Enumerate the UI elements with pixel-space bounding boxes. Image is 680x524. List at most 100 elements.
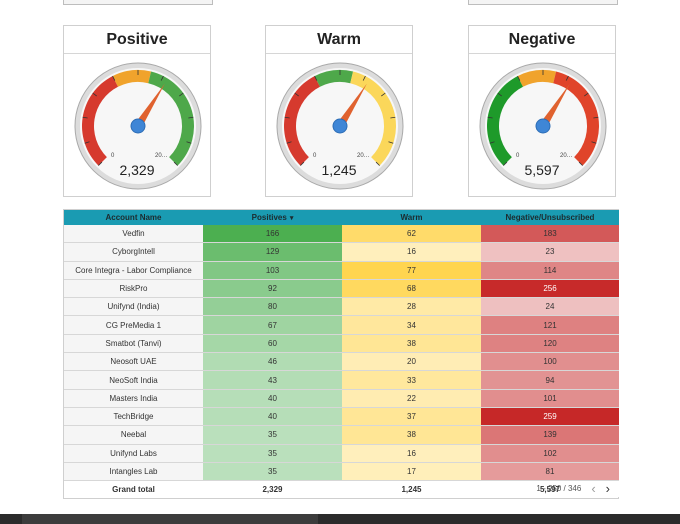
- table-row[interactable]: Unifynd Labs 35 16 102: [64, 444, 619, 463]
- cell-account-name: Neosoft UAE: [64, 352, 203, 372]
- table-row[interactable]: RiskPro 92 68 256: [64, 279, 619, 299]
- top-card-stub-left: [63, 0, 213, 5]
- warm-gauge-card[interactable]: Warm 0 20… 1,245: [265, 25, 413, 197]
- header-negative[interactable]: Negative/Unsubscribed: [481, 210, 619, 225]
- cell-account-name: Unifynd (India): [64, 297, 203, 317]
- gauge-tick: [487, 116, 493, 119]
- gauge-tick: [188, 116, 194, 119]
- gauge-tick: [186, 141, 192, 144]
- cell-account-name: Intangles Lab: [64, 462, 203, 482]
- taskbar-app-segment[interactable]: [22, 514, 318, 524]
- gauge-min-label: 0: [516, 153, 520, 159]
- cell-positives: 60: [203, 334, 342, 354]
- cell-positives: 166: [203, 225, 342, 244]
- cell-account-name: NeoSoft India: [64, 370, 203, 390]
- gauge-needle: [539, 83, 570, 129]
- gauge-min-label: 0: [313, 153, 317, 159]
- total-warm: 1,245: [342, 480, 481, 498]
- gauge-title: Negative: [469, 26, 615, 54]
- gauge-tick: [82, 116, 88, 119]
- cell-warm: 20: [342, 352, 481, 372]
- gauge-max-label: 20…: [155, 153, 168, 159]
- header-warm[interactable]: Warm: [342, 210, 481, 225]
- table-row[interactable]: Unifynd (India) 80 28 24: [64, 297, 619, 317]
- cell-negative: 23: [481, 242, 619, 262]
- gauge-tick: [286, 141, 292, 144]
- gauge-tick: [503, 161, 508, 166]
- gauge-tick: [497, 92, 502, 97]
- cell-negative: 100: [481, 352, 619, 372]
- table-header-row: Account Name Positives ▾ Warm Negative/Un…: [64, 210, 619, 225]
- table-row[interactable]: Neosoft UAE 46 20 100: [64, 352, 619, 372]
- table-row[interactable]: Neebal 35 38 139: [64, 425, 619, 445]
- chevron-left-icon[interactable]: ‹: [591, 481, 596, 496]
- cell-negative: 101: [481, 389, 619, 408]
- gauge-max-label: 20…: [560, 153, 573, 159]
- table-row[interactable]: CyborgIntell 129 16 23: [64, 242, 619, 262]
- negative-gauge-card[interactable]: Negative 0 20… 5,597: [468, 25, 616, 197]
- gauge-band: [553, 71, 599, 166]
- cell-account-name: TechBridge: [64, 407, 203, 427]
- gauge-tick: [584, 92, 589, 97]
- cell-warm: 77: [342, 261, 481, 280]
- cell-account-name: CG PreMedia 1: [64, 315, 203, 335]
- cell-warm: 17: [342, 462, 481, 482]
- cell-account-name: Unifynd Labs: [64, 444, 203, 463]
- table-row[interactable]: Intangles Lab 35 17 81: [64, 462, 619, 482]
- table-row[interactable]: Vedfin 166 62 183: [64, 225, 619, 244]
- total-label: Grand total: [64, 480, 203, 498]
- gauge-tick: [112, 75, 116, 81]
- gauge-tick: [173, 161, 178, 166]
- positive-gauge-card[interactable]: Positive 0 20… 2,329: [63, 25, 211, 197]
- gauge-tick: [179, 92, 184, 97]
- sort-desc-icon[interactable]: ▾: [289, 215, 294, 222]
- cell-negative: 121: [481, 315, 619, 335]
- cell-account-name: Vedfin: [64, 225, 203, 244]
- gauge-tick: [375, 161, 380, 166]
- gauge-title: Warm: [266, 26, 412, 54]
- grand-total-row: Grand total 2,329 1,245 5,597: [64, 480, 619, 498]
- cell-account-name: CyborgIntell: [64, 242, 203, 262]
- gauge-band: [487, 76, 524, 166]
- cell-positives: 129: [203, 242, 342, 262]
- cell-positives: 40: [203, 389, 342, 408]
- cell-warm: 28: [342, 297, 481, 317]
- cell-positives: 43: [203, 370, 342, 390]
- gauge-tick: [362, 75, 366, 81]
- gauge-needle-hub: [130, 118, 146, 134]
- header-positives[interactable]: Positives ▾: [203, 210, 342, 225]
- table-row[interactable]: TechBridge 40 37 259: [64, 407, 619, 427]
- gauge-tick: [84, 141, 90, 144]
- gauge-tick: [314, 75, 318, 81]
- gauge-tick: [565, 75, 569, 81]
- gauge-tick: [98, 161, 103, 166]
- table-row[interactable]: Core Integra - Labor Compliance 103 77 114: [64, 261, 619, 280]
- table-row[interactable]: Masters India 40 22 101: [64, 389, 619, 408]
- chevron-right-icon[interactable]: ›: [605, 481, 610, 496]
- table-row[interactable]: CG PreMedia 1 67 34 121: [64, 315, 619, 335]
- cell-negative: 259: [481, 407, 619, 427]
- gauge-needle: [134, 83, 165, 129]
- gauge-dial: 0 20…: [276, 62, 404, 190]
- gauge-tick: [160, 75, 164, 81]
- gauge-title: Positive: [64, 26, 210, 54]
- gauge-needle-hub: [535, 118, 551, 134]
- top-card-stub-right: [468, 0, 618, 5]
- cell-warm: 38: [342, 334, 481, 354]
- cell-account-name: RiskPro: [64, 279, 203, 299]
- total-positives: 2,329: [203, 480, 342, 498]
- cell-positives: 80: [203, 297, 342, 317]
- gauge-band: [284, 76, 321, 166]
- cell-negative: 94: [481, 370, 619, 390]
- cell-warm: 22: [342, 389, 481, 408]
- total-negative: 5,597: [481, 480, 619, 498]
- table-row[interactable]: Smatbot (Tanvi) 60 38 120: [64, 334, 619, 354]
- gauge-max-label: 20…: [357, 153, 370, 159]
- header-account-name[interactable]: Account Name: [64, 210, 203, 225]
- table-row[interactable]: NeoSoft India 43 33 94: [64, 370, 619, 390]
- gauge-tick: [388, 141, 394, 144]
- cell-warm: 38: [342, 425, 481, 445]
- cell-negative: 24: [481, 297, 619, 317]
- cell-positives: 103: [203, 261, 342, 280]
- gauge-tick: [300, 161, 305, 166]
